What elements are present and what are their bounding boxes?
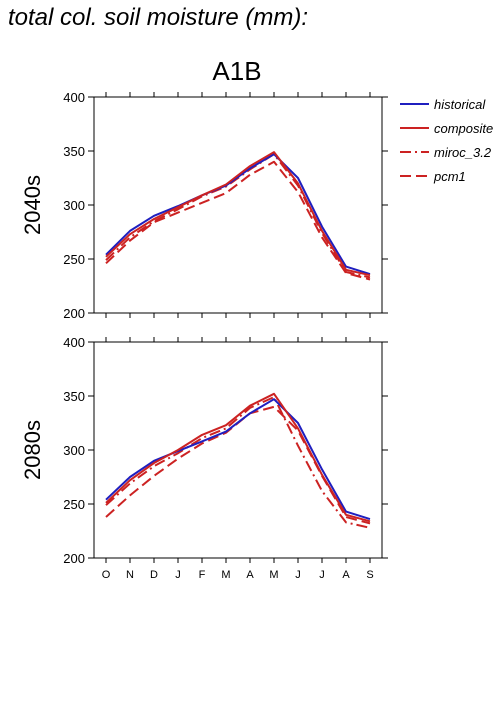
series-line-historical [105, 398, 371, 521]
x-tick-label: D [150, 569, 158, 581]
y-tick-label: 200 [63, 306, 85, 321]
x-tick-label: J [175, 569, 181, 581]
legend-label-miroc_3.2: miroc_3.2 [434, 145, 492, 160]
x-tick-label: J [319, 569, 325, 581]
x-tick-label: N [126, 569, 134, 581]
scenario-title: A1B [212, 56, 261, 86]
page-title: total col. soil moisture (mm): [8, 4, 309, 31]
x-tick-label: F [199, 569, 206, 581]
x-tick-label: M [269, 569, 278, 581]
series-line-composite [105, 151, 371, 277]
legend-label-pcm1: pcm1 [433, 169, 466, 184]
row-label: 2080s [20, 420, 45, 480]
series-line-historical [105, 153, 371, 276]
series-line-miroc_3.2 [105, 153, 371, 279]
panel-2040s: 200 250 300 350 400 2040s [20, 90, 388, 321]
legend-label-historical: historical [434, 97, 486, 112]
chart-legend: historical composite miroc_3.2 pcm1 [400, 97, 493, 184]
x-tick-label: S [366, 569, 373, 581]
legend-label-composite: composite [434, 121, 493, 136]
series-line-composite [105, 392, 371, 523]
y-tick-label: 300 [63, 443, 85, 458]
y-tick-label: 350 [63, 144, 85, 159]
panel-2080s: 200 250 300 350 400 O N D J F M A M J J A S 2080s [20, 335, 388, 581]
y-tick-label: 400 [63, 335, 85, 350]
y-tick-label: 300 [63, 198, 85, 213]
row-label: 2040s [20, 175, 45, 235]
x-tick-label: M [221, 569, 230, 581]
chart-panels: 200 250 300 350 400 2040s 200 250 300 350 400 O N D J F… [20, 90, 388, 581]
x-tick-label: J [295, 569, 301, 581]
panel-frame [93, 96, 383, 314]
x-tick-label: A [246, 569, 254, 581]
y-tick-label: 200 [63, 551, 85, 566]
y-tick-label: 350 [63, 389, 85, 404]
panel-frame [93, 341, 383, 559]
series-line-pcm1 [105, 405, 371, 525]
y-tick-label: 250 [63, 497, 85, 512]
x-tick-label: A [342, 569, 350, 581]
x-tick-label: O [102, 569, 111, 581]
series-line-pcm1 [105, 160, 371, 281]
y-tick-label: 250 [63, 252, 85, 267]
y-tick-label: 400 [63, 90, 85, 105]
